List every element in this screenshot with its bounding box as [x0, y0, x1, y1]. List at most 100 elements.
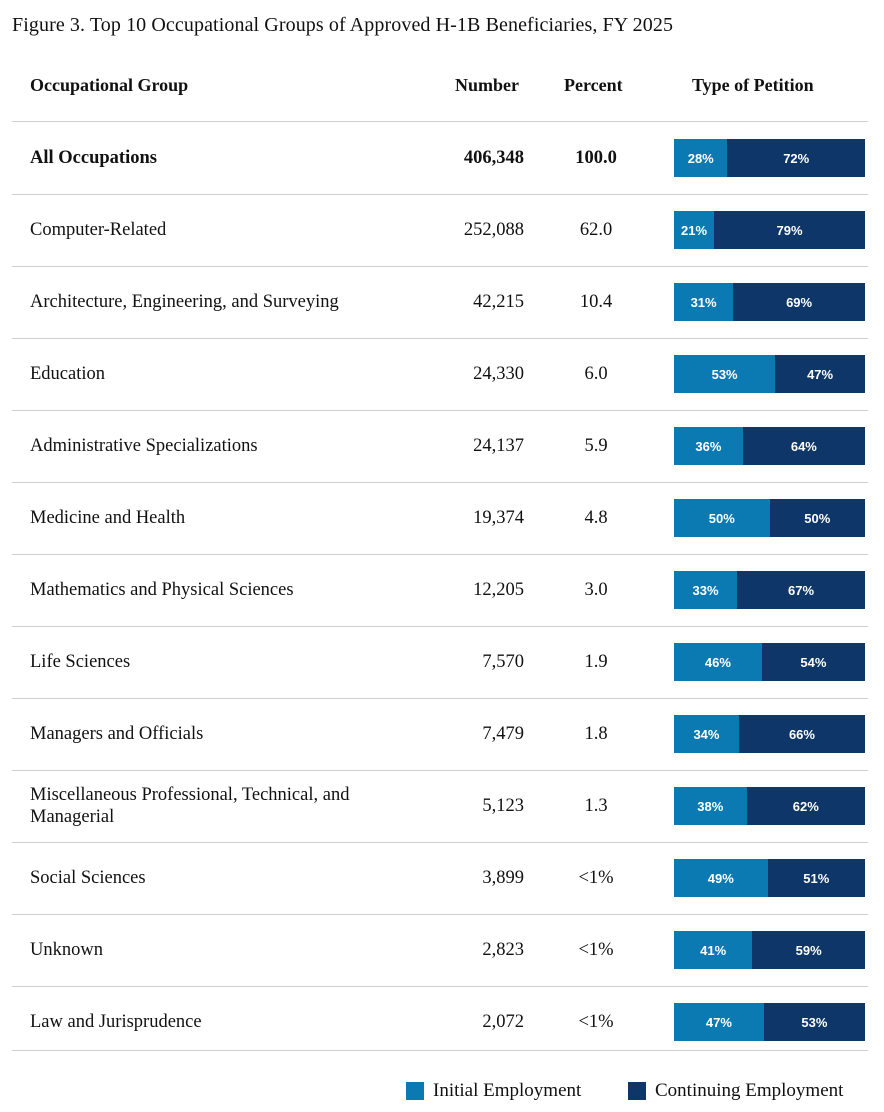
number-cell: 3,899 — [482, 868, 524, 888]
occupational-group-cell: Miscellaneous Professional, Technical, a… — [30, 785, 350, 827]
percent-cell: <1% — [578, 868, 614, 888]
header-divider — [12, 121, 868, 122]
percent-cell: 6.0 — [584, 364, 608, 384]
row-divider — [12, 626, 868, 627]
header-occupational-group: Occupational Group — [30, 75, 189, 95]
petition-type-bar: 33% 67% — [674, 571, 865, 609]
initial-employment-segment: 49% — [674, 859, 768, 897]
number-cell: 406,348 — [463, 148, 524, 168]
initial-employment-segment: 38% — [674, 787, 747, 825]
legend-continuing-label: Continuing Employment — [655, 1080, 844, 1101]
continuing-employment-segment: 67% — [737, 571, 865, 609]
legend-continuing-swatch — [628, 1082, 646, 1100]
percent-cell: 4.8 — [584, 508, 608, 528]
number-cell: 2,823 — [482, 940, 524, 960]
occupational-group-cell: Computer-Related — [30, 220, 167, 240]
table-row: Miscellaneous Professional, Technical, a… — [0, 770, 884, 842]
continuing-employment-segment: 64% — [742, 427, 865, 465]
initial-employment-segment: 31% — [674, 283, 734, 321]
petition-type-bar: 36% 64% — [674, 427, 865, 465]
number-cell: 7,479 — [482, 724, 524, 744]
petition-type-bar: 46% 54% — [674, 643, 865, 681]
continuing-employment-segment: 47% — [775, 355, 865, 393]
table-row: Unknown 2,823 <1% 41% 59% — [0, 914, 884, 986]
petition-type-bar: 21% 79% — [674, 211, 865, 249]
row-divider — [12, 698, 868, 699]
row-divider — [12, 914, 868, 915]
continuing-employment-segment: 50% — [769, 499, 865, 537]
continuing-employment-segment: 72% — [727, 139, 865, 177]
number-cell: 5,123 — [482, 796, 524, 816]
legend-continuing: Continuing Employment — [628, 1080, 843, 1102]
occupational-group-cell: Unknown — [30, 940, 103, 960]
row-divider — [12, 194, 868, 195]
initial-employment-segment: 34% — [674, 715, 739, 753]
row-divider — [12, 986, 868, 987]
initial-employment-segment: 47% — [674, 1003, 764, 1041]
row-divider — [12, 266, 868, 267]
continuing-employment-segment: 66% — [738, 715, 865, 753]
number-cell: 12,205 — [473, 580, 524, 600]
continuing-employment-segment: 69% — [733, 283, 865, 321]
table-row: Architecture, Engineering, and Surveying… — [0, 266, 884, 338]
initial-employment-segment: 21% — [674, 211, 715, 249]
occupational-group-cell: Law and Jurisprudence — [30, 1012, 202, 1032]
continuing-employment-segment: 51% — [767, 859, 865, 897]
percent-cell: 5.9 — [584, 436, 608, 456]
occupational-group-cell: Social Sciences — [30, 868, 146, 888]
initial-employment-segment: 46% — [674, 643, 762, 681]
header-percent: Percent — [564, 75, 623, 95]
number-cell: 42,215 — [473, 292, 524, 312]
row-divider — [12, 410, 868, 411]
percent-cell: 62.0 — [579, 220, 613, 240]
occupational-group-cell: Architecture, Engineering, and Surveying — [30, 292, 339, 312]
table-row: Computer-Related 252,088 62.0 21% 79% — [0, 194, 884, 266]
header-number: Number — [455, 75, 519, 95]
occupational-group-cell: Administrative Specializations — [30, 436, 258, 456]
percent-cell: <1% — [578, 1012, 614, 1032]
occupational-group-cell: Medicine and Health — [30, 508, 186, 528]
petition-type-bar: 49% 51% — [674, 859, 865, 897]
legend-initial: Initial Employment — [406, 1080, 581, 1102]
occupational-group-cell: Education — [30, 364, 106, 384]
initial-employment-segment: 36% — [674, 427, 743, 465]
figure-title: Figure 3. Top 10 Occupational Groups of … — [12, 14, 674, 36]
continuing-employment-segment: 79% — [714, 211, 865, 249]
percent-cell: <1% — [578, 940, 614, 960]
table-row: Education 24,330 6.0 53% 47% — [0, 338, 884, 410]
row-divider — [12, 1050, 868, 1051]
continuing-employment-segment: 54% — [761, 643, 865, 681]
percent-cell: 3.0 — [584, 580, 608, 600]
petition-type-bar: 38% 62% — [674, 787, 865, 825]
number-cell: 7,570 — [482, 652, 524, 672]
row-divider — [12, 554, 868, 555]
initial-employment-segment: 50% — [674, 499, 770, 537]
percent-cell: 10.4 — [579, 292, 613, 312]
petition-type-bar: 53% 47% — [674, 355, 865, 393]
number-cell: 19,374 — [473, 508, 524, 528]
petition-type-bar: 28% 72% — [674, 139, 865, 177]
table-row: Managers and Officials 7,479 1.8 34% 66% — [0, 698, 884, 770]
number-cell: 252,088 — [463, 220, 524, 240]
occupational-group-cell: Life Sciences — [30, 652, 131, 672]
table-row: All Occupations 406,348 100.0 28% 72% — [0, 122, 884, 194]
row-divider — [12, 482, 868, 483]
continuing-employment-segment: 53% — [763, 1003, 865, 1041]
row-divider — [12, 842, 868, 843]
initial-employment-segment: 33% — [674, 571, 738, 609]
number-cell: 24,137 — [473, 436, 524, 456]
petition-type-bar: 41% 59% — [674, 931, 865, 969]
table-row: Administrative Specializations 24,137 5.9 3… — [0, 410, 884, 482]
number-cell: 2,072 — [482, 1012, 524, 1032]
occupational-group-cell: All Occupations — [30, 148, 157, 168]
header-type-of-petition: Type of Petition — [692, 75, 814, 95]
percent-cell: 1.3 — [584, 796, 608, 816]
table-row: Social Sciences 3,899 <1% 49% 51% — [0, 842, 884, 914]
petition-type-bar: 34% 66% — [674, 715, 865, 753]
row-divider — [12, 338, 868, 339]
table-row: Law and Jurisprudence 2,072 <1% 47% 53% — [0, 986, 884, 1058]
table-row: Life Sciences 7,570 1.9 46% 54% — [0, 626, 884, 698]
row-divider — [12, 770, 868, 771]
legend-initial-label: Initial Employment — [433, 1080, 582, 1101]
percent-cell: 1.8 — [584, 724, 608, 744]
